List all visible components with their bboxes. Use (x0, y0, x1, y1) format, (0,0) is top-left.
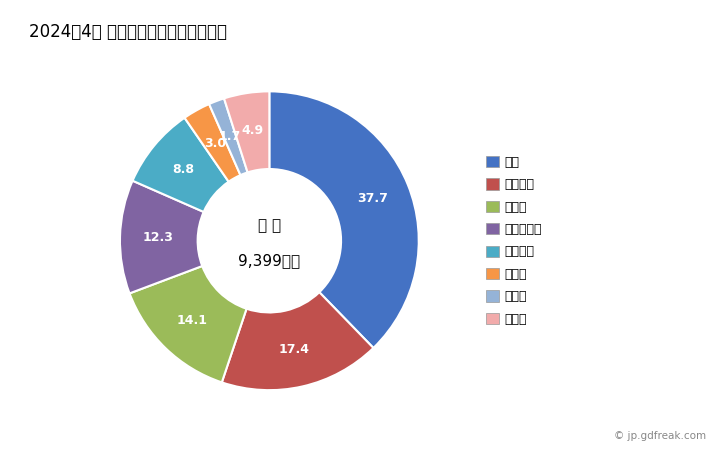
Wedge shape (132, 118, 229, 212)
Text: 2024年4月 輸出相手国のシェア（％）: 2024年4月 輸出相手国のシェア（％） (29, 22, 227, 40)
Text: 総 額: 総 額 (258, 218, 281, 233)
Legend: 米国, イタリア, ロシア, ウクライナ, フランス, ドイツ, トルコ, その他: 米国, イタリア, ロシア, ウクライナ, フランス, ドイツ, トルコ, その… (481, 151, 547, 331)
Text: 4.9: 4.9 (241, 124, 264, 137)
Wedge shape (184, 104, 240, 182)
Text: 8.8: 8.8 (173, 163, 194, 176)
Wedge shape (269, 91, 419, 348)
Text: 14.1: 14.1 (177, 315, 207, 327)
Wedge shape (209, 99, 248, 175)
Wedge shape (120, 181, 204, 293)
Text: 17.4: 17.4 (279, 343, 309, 356)
Wedge shape (222, 292, 373, 390)
Text: 37.7: 37.7 (357, 193, 388, 206)
Wedge shape (224, 91, 269, 172)
Wedge shape (130, 266, 247, 382)
Text: 9,399万円: 9,399万円 (238, 252, 301, 268)
Text: 3.0: 3.0 (204, 137, 226, 150)
Text: © jp.gdfreak.com: © jp.gdfreak.com (614, 431, 706, 441)
Text: 12.3: 12.3 (143, 231, 173, 244)
Text: 1.7: 1.7 (219, 130, 241, 143)
